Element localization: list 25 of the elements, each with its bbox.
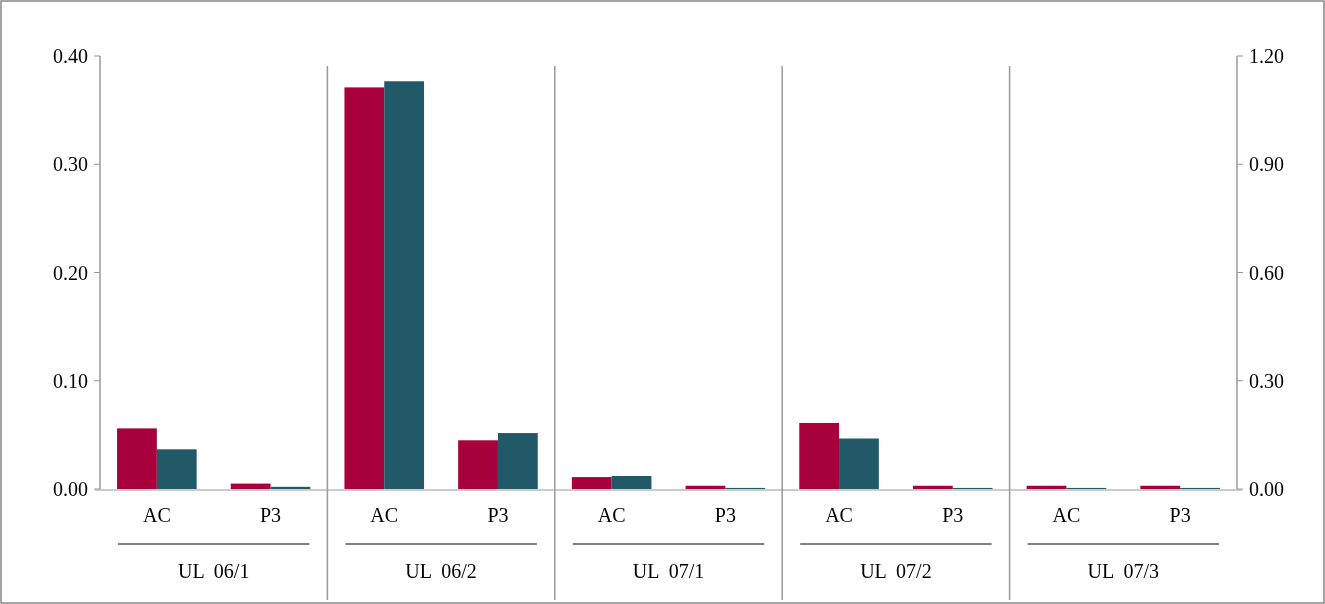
y-tick-label: 0.30	[53, 153, 88, 176]
x-tick-label: P3	[1169, 504, 1191, 526]
x-tick-label: P3	[714, 504, 736, 526]
y-tick-label: 0.20	[53, 261, 88, 284]
text: UL 06/1	[177, 560, 250, 582]
x-tick-label: AC	[825, 504, 853, 526]
y2-tick-label: 0.60	[1249, 261, 1284, 284]
x-tick-label: AC	[1052, 504, 1081, 526]
x-tick-label: AC	[597, 504, 626, 526]
text: UL 07/2	[860, 560, 932, 582]
text: UL 07/1	[632, 560, 705, 582]
y-tick-label: 0.10	[53, 369, 88, 392]
text: UL 06/2	[405, 560, 477, 582]
text: UL 07/3	[1087, 560, 1160, 582]
x-tick-label: P3	[487, 504, 509, 526]
y-tick-label: 0.40	[53, 45, 88, 67]
y2-tick-label: 0.90	[1249, 153, 1284, 176]
y-tick-label: 0.00	[53, 478, 88, 500]
y2-tick-label: 0.00	[1249, 478, 1284, 500]
x-tick-label: AC	[142, 504, 171, 526]
x-tick-label: AC	[370, 504, 399, 526]
x-tick-label: P3	[259, 504, 282, 526]
y2-tick-label: 1.20	[1249, 45, 1284, 67]
x-tick-label: P3	[942, 504, 964, 526]
y2-tick-label: 0.30	[1249, 369, 1284, 392]
